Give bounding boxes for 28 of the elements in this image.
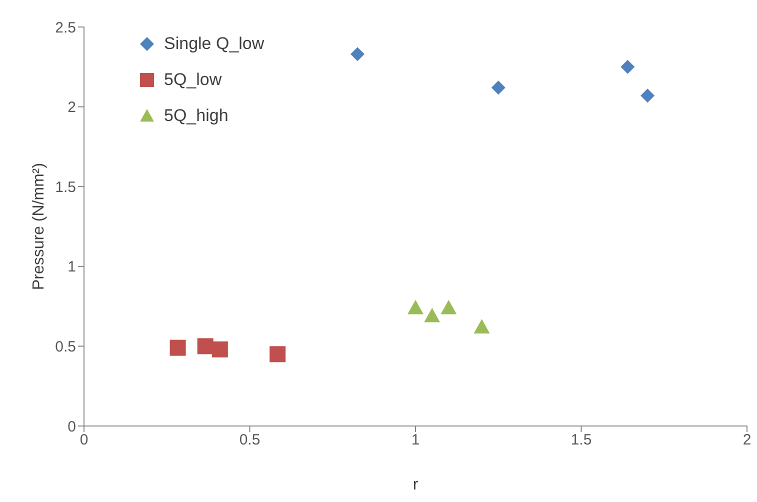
y-axis-title: Pressure (N/mm²) (30, 162, 48, 290)
y-tick-label: 0.5 (55, 338, 76, 356)
x-tick-label: 0 (80, 432, 88, 449)
point (350, 47, 364, 62)
legend-label: 5Q_low (164, 69, 222, 91)
x-tick-label: 1 (411, 432, 420, 449)
point (620, 60, 635, 74)
point (640, 88, 655, 103)
point (491, 80, 506, 95)
y-tick-label: 2 (68, 99, 76, 116)
point (474, 319, 490, 334)
point (424, 308, 440, 322)
y-tick-label: 2.5 (55, 19, 76, 36)
x-tick-label: 2 (742, 432, 752, 449)
point (170, 340, 186, 356)
point (212, 341, 228, 358)
point (270, 346, 286, 362)
y-tick-label: 0 (68, 418, 76, 436)
y-tick-label: 1 (68, 258, 76, 276)
point (440, 300, 457, 314)
y-tick-label: 1.5 (55, 178, 76, 196)
x-tick-label: 0.5 (239, 432, 260, 449)
x-axis-title: r (412, 476, 419, 494)
x-tick-label: 1.5 (570, 432, 592, 449)
legend-label: Single Q_low (164, 33, 264, 55)
legend-label: 5Q_high (164, 105, 228, 127)
point (197, 338, 214, 354)
point (408, 300, 424, 314)
